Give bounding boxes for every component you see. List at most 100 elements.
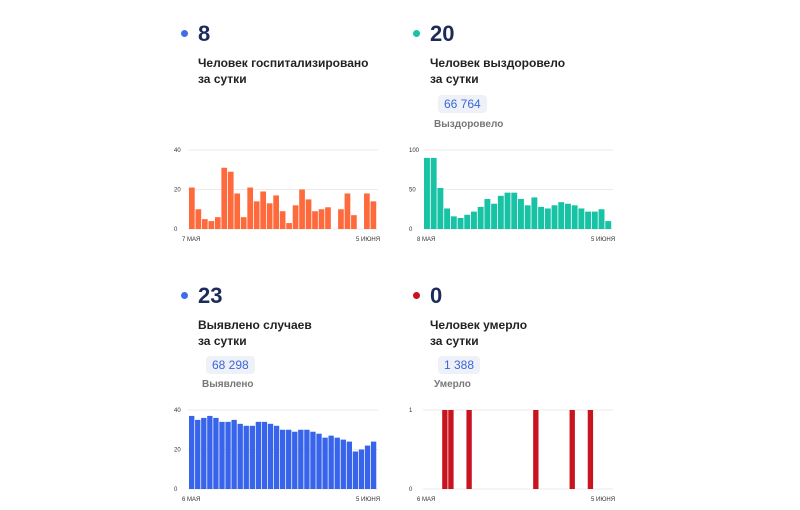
bar <box>201 417 207 489</box>
x-tick-label-end: 5 ИЮНЯ <box>591 237 615 243</box>
bar <box>266 203 273 229</box>
bar <box>471 211 477 229</box>
bar <box>299 189 305 229</box>
bar <box>477 206 484 229</box>
bar <box>312 211 318 229</box>
bar <box>240 217 247 229</box>
bar <box>551 205 558 229</box>
bar <box>351 215 357 229</box>
cases-count: 23 <box>198 283 223 308</box>
bar <box>243 425 249 489</box>
recovered-label-line2: за сутки <box>430 72 479 86</box>
bar <box>189 187 195 229</box>
bar <box>201 219 208 230</box>
bar <box>214 217 221 229</box>
bar <box>457 217 464 229</box>
bar <box>544 208 551 229</box>
bar <box>316 433 322 489</box>
bar <box>430 157 437 229</box>
bar <box>279 429 286 489</box>
bar <box>292 431 298 489</box>
bar <box>213 417 219 489</box>
deaths-count: 0 <box>430 283 443 308</box>
bar <box>325 207 331 229</box>
bar <box>450 216 457 229</box>
bar <box>585 211 592 229</box>
x-tick-label-start: 6 МАЯ <box>417 497 435 503</box>
bar <box>310 431 316 489</box>
bar <box>234 193 241 229</box>
bar <box>565 203 571 229</box>
bar <box>304 429 310 489</box>
bar <box>424 157 430 229</box>
bar <box>364 193 370 229</box>
card-deaths: 0 Человек умерло за сутки 1 388 Умерло <box>413 282 633 502</box>
bar <box>571 205 578 229</box>
card-cases: 23 Выявлено случаев за сутки 68 298 Выяв… <box>181 282 401 502</box>
bar <box>273 425 280 489</box>
hospitalized-label-line2: за сутки <box>198 72 247 86</box>
x-tick-label-start: 8 МАЯ <box>417 237 435 243</box>
bar <box>533 410 539 489</box>
bar <box>247 187 254 229</box>
bar <box>558 202 565 229</box>
bar <box>370 201 377 229</box>
hospitalized-count: 8 <box>198 21 211 46</box>
card-recovered: 20 Человек выздоровело за сутки 66 764 В… <box>413 20 633 240</box>
bar <box>328 435 334 489</box>
bar <box>578 208 585 229</box>
recovered-total-label: Выздоровело <box>434 119 504 130</box>
deaths-total-label: Умерло <box>434 379 471 390</box>
bar <box>286 429 292 489</box>
bar <box>605 221 612 229</box>
bar <box>466 410 472 489</box>
status-dot <box>413 30 420 37</box>
bar <box>442 410 448 489</box>
recovered-chart: 0 50 100 8 МАЯ 5 ИЮНЯ <box>409 148 615 243</box>
bar <box>464 214 471 229</box>
bar <box>484 198 491 229</box>
bar <box>491 203 498 229</box>
status-dot <box>181 292 188 299</box>
y-tick-label: 0 <box>174 227 178 233</box>
bar <box>195 419 201 490</box>
bar <box>591 211 598 229</box>
cases-total-badge: 68 298 <box>206 356 255 374</box>
bar <box>364 445 371 489</box>
bar <box>231 419 237 490</box>
bar <box>237 423 243 489</box>
bar <box>225 421 231 489</box>
y-tick-label: 0 <box>174 487 178 493</box>
bar <box>448 410 454 489</box>
bar <box>511 192 518 229</box>
bar <box>207 415 213 489</box>
deaths-chart: 0 1 6 МАЯ 5 ИЮНЯ <box>409 408 615 503</box>
bar <box>569 410 575 489</box>
hospitalized-label: Человек госпитализировано <box>198 56 369 70</box>
bar <box>286 223 292 229</box>
bar <box>344 193 351 229</box>
recovered-label: Человек выздоровело <box>430 56 566 70</box>
bar <box>292 205 299 229</box>
bar <box>370 441 377 489</box>
bar <box>255 421 262 489</box>
bar <box>524 205 531 229</box>
y-tick-label: 50 <box>409 188 416 194</box>
y-tick-label: 100 <box>409 148 420 154</box>
bar <box>497 195 504 229</box>
bar <box>504 192 511 229</box>
y-tick-label: 40 <box>174 148 181 154</box>
bar <box>298 429 304 489</box>
status-dot <box>413 292 420 299</box>
bar <box>358 449 365 489</box>
x-tick-label-end: 5 ИЮНЯ <box>591 497 615 503</box>
bar <box>352 451 359 489</box>
bar <box>322 437 328 489</box>
bar <box>261 421 268 489</box>
cases-label: Выявлено случаев <box>198 318 312 332</box>
bar <box>518 198 524 229</box>
status-dot <box>181 30 188 37</box>
deaths-label: Человек умерло <box>430 318 528 332</box>
bar <box>318 209 325 229</box>
recovered-total-badge: 66 764 <box>438 95 487 113</box>
